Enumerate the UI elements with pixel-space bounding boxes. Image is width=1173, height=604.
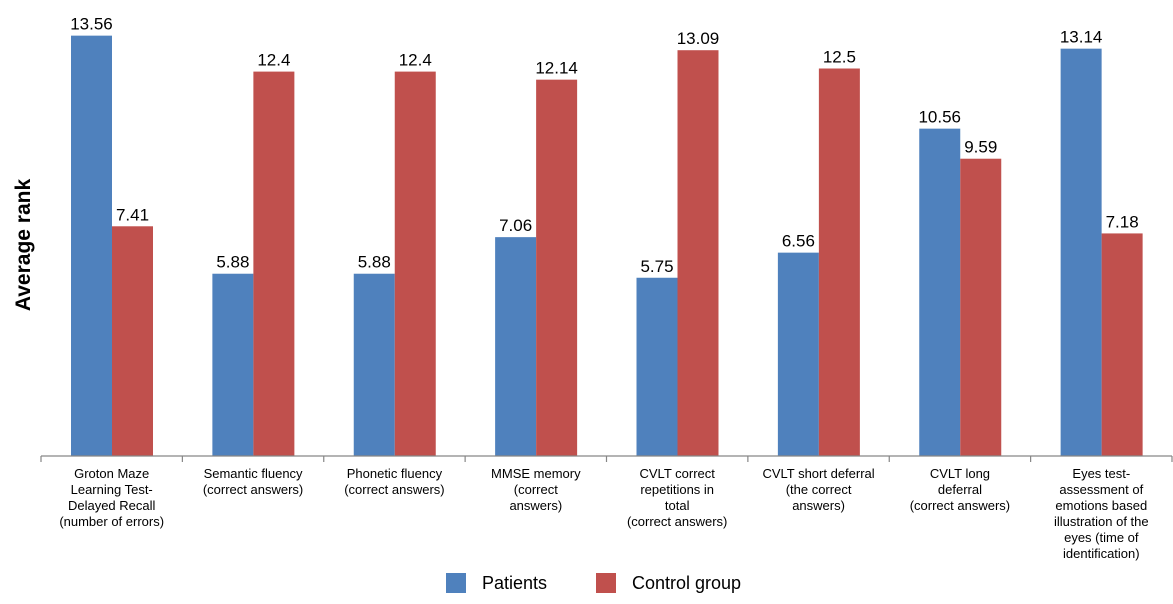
data-label: 12.5 [823, 48, 856, 67]
category-label-line: (correct answers) [344, 482, 444, 497]
category-label-line: (correct [514, 482, 558, 497]
bar-patients [495, 237, 537, 456]
category-label-line: (the correct [786, 482, 852, 497]
category-label-line: answers) [509, 498, 562, 513]
x-ticks-layer [40, 456, 1173, 462]
bar-patients [919, 128, 961, 456]
data-label: 5.75 [640, 257, 673, 276]
data-label: 12.4 [399, 51, 432, 70]
bar-control-group [394, 71, 436, 456]
data-label: 7.41 [116, 205, 149, 224]
category-label-line: CVLT correct [640, 466, 716, 481]
data-label: 13.09 [677, 29, 720, 48]
bar-patients [71, 35, 112, 456]
y-axis-label: Average rank [12, 179, 35, 312]
category-label-line: (correct answers) [910, 498, 1010, 513]
category-label-line: (correct answers) [627, 514, 727, 529]
bar-control-group [818, 68, 860, 456]
bar-control-group [536, 79, 578, 456]
legend: Patients Control group [446, 573, 741, 593]
category-label: Eyes test-assessment of emotions based ill… [1054, 466, 1149, 561]
category-labels-layer: Groton Maze Learning Test-Delayed Recall(… [59, 466, 1148, 561]
bar-patients [636, 277, 678, 456]
category-label-line: Groton Maze [74, 466, 149, 481]
data-label: 7.18 [1106, 212, 1139, 231]
data-label: 10.56 [918, 108, 961, 127]
legend-label: Patients [482, 573, 547, 593]
bar-patients [353, 273, 395, 456]
category-label-line: deferral [938, 482, 982, 497]
bar-patients [777, 252, 819, 456]
category-label-line: MMSE memory [491, 466, 581, 481]
category-label-line: Delayed Recall [68, 498, 156, 513]
category-label: CVLT long deferral (correct answers) [910, 466, 1010, 513]
category-label-line: identification) [1063, 546, 1140, 561]
category-label: MMSE memory (correct answers) [491, 466, 581, 513]
legend-label: Control group [632, 573, 741, 593]
category-label-line: illustration of the [1054, 514, 1149, 529]
data-label: 5.88 [216, 253, 249, 272]
category-label-line: Eyes test- [1072, 466, 1130, 481]
category-label-line: Phonetic fluency [347, 466, 443, 481]
category-label-line: CVLT long [930, 466, 990, 481]
category-label: Phonetic fluency (correct answers) [344, 466, 444, 497]
bar-patients [1060, 48, 1102, 456]
category-label-line: repetitions in [640, 482, 714, 497]
data-label: 5.88 [358, 253, 391, 272]
data-label: 13.14 [1060, 28, 1103, 47]
bar-control-group [253, 71, 295, 456]
data-label: 13.56 [70, 15, 113, 34]
bar-patients [212, 273, 254, 456]
category-label-line: eyes (time of [1064, 530, 1139, 545]
data-label: 6.56 [782, 232, 815, 251]
category-label-line: Semantic fluency [204, 466, 303, 481]
category-label: CVLT short deferral (the correct answers) [762, 466, 874, 513]
legend-swatch-control-group [596, 573, 616, 593]
data-label: 7.06 [499, 216, 532, 235]
category-label-line: assessment of [1059, 482, 1143, 497]
category-label: Groton Maze Learning Test-Delayed Recall(… [59, 466, 164, 529]
category-label-line: emotions based [1055, 498, 1147, 513]
bar-control-group [1101, 233, 1143, 456]
value-labels-layer: 13.56 7.41 5.88 12.4 5.88 12.4 7.06 12.14 5.75 13… [70, 15, 1138, 276]
bars-layer [71, 35, 1143, 457]
category-label: Semantic fluency (correct answers) [203, 466, 303, 497]
category-label-line: CVLT short deferral [762, 466, 874, 481]
category-label-line: (number of errors) [59, 514, 164, 529]
bar-control-group [960, 158, 1002, 456]
bar-control-group [112, 226, 153, 456]
legend-swatch-patients [446, 573, 466, 593]
data-label: 9.59 [964, 138, 997, 157]
category-label: CVLT correct repetitions in total (correct … [627, 466, 727, 529]
category-label-line: answers) [792, 498, 845, 513]
data-label: 12.14 [535, 59, 578, 78]
bar-control-group [677, 50, 719, 457]
category-label-line: total [665, 498, 690, 513]
data-label: 12.4 [257, 51, 290, 70]
category-label-line: (correct answers) [203, 482, 303, 497]
category-label-line: Learning Test- [71, 482, 153, 497]
